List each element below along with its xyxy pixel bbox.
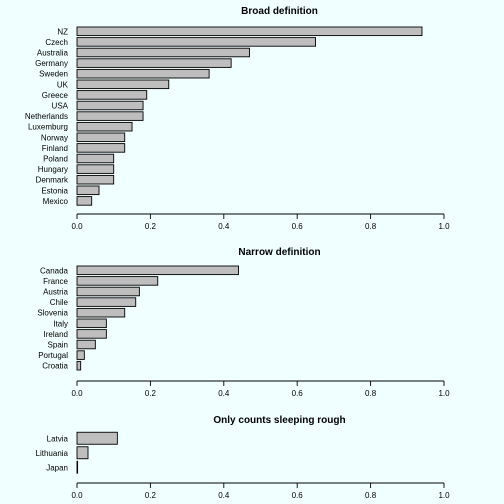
bar-chile [76,297,137,307]
category-label: Lithuania [36,449,69,458]
category-label: UK [57,80,69,89]
bar-latvia [76,431,118,445]
bar-usa [76,100,144,111]
chart-title: Broad definition [241,6,318,17]
bar-italy [76,318,107,329]
chart-title: Only counts sleeping rough [213,415,345,426]
category-label: Mexico [43,197,69,206]
x-tick-label: 0.6 [292,222,304,231]
x-tick-label: 1.0 [438,389,450,398]
category-label: Finland [42,144,68,153]
category-label: NZ [57,27,68,36]
bar-norway [76,132,126,143]
bar-uk [76,79,170,90]
x-tick-label: 0.8 [365,389,377,398]
bar-germany [76,58,232,68]
category-label: Czech [45,38,68,47]
bar-australia [76,47,250,58]
category-label: Italy [53,319,68,328]
category-label: Hungary [38,165,68,174]
x-tick-label: 0.4 [218,491,230,500]
category-label: Ireland [44,330,68,339]
bar-slovenia [76,307,126,318]
x-tick-label: 0.6 [292,389,304,398]
category-label: Croatia [42,362,68,371]
bar-lithuania [76,446,89,460]
category-label: Luxemburg [28,123,68,132]
category-label: Greece [42,91,69,100]
category-label: Sweden [39,70,68,79]
x-tick-label: 1.0 [438,491,450,500]
category-label: Austria [43,288,68,297]
bar-austria [76,286,140,297]
bar-greece [76,90,148,100]
x-tick-label: 0.4 [218,222,230,231]
x-tick-label: 0.4 [218,389,230,398]
bar-czech [76,37,317,47]
bar-spain [76,339,96,350]
bar-finland [76,143,126,153]
chart-title: Narrow definition [238,247,320,258]
category-label: Netherlands [25,112,68,121]
category-label: USA [52,102,69,111]
x-tick-label: 0.8 [365,222,377,231]
category-label: Germany [35,59,68,68]
bar-sweden [76,68,210,79]
bar-denmark [76,174,115,185]
category-label: Estonia [41,186,68,195]
x-tick-label: 0.0 [71,491,83,500]
bar-japan [76,460,79,474]
category-label: Slovenia [37,309,68,318]
category-label: France [43,277,68,286]
bar-canada [76,265,239,276]
category-label: Canada [40,266,69,275]
bar-netherlands [76,111,144,121]
bar-estonia [76,185,100,196]
chart-panel-3: Only counts sleeping rough Latvia Lithuani… [36,415,451,500]
x-tick-label: 0.2 [145,222,157,231]
x-tick-label: 0.2 [145,491,157,500]
bar-ireland [76,329,107,339]
category-label: Portugal [38,351,68,360]
category-label: Chile [50,298,69,307]
bar-poland [76,153,115,164]
category-label: Norway [41,133,68,142]
category-label: Denmark [36,176,69,185]
bar-mexico [76,196,93,206]
bar-croatia [76,360,82,371]
x-tick-label: 0.0 [71,222,83,231]
x-tick-label: 0.2 [145,389,157,398]
bar-france [76,276,159,286]
chart-panel-2: Narrow definition Canada France AustriaChil… [37,247,450,398]
x-tick-label: 0.8 [365,491,377,500]
bar-nz [76,26,423,37]
category-label: Latvia [47,434,69,443]
category-label: Spain [48,341,68,350]
category-label: Japan [46,463,68,472]
x-tick-label: 1.0 [438,222,450,231]
x-tick-label: 0.0 [71,389,83,398]
x-tick-label: 0.6 [292,491,304,500]
category-label: Poland [43,155,68,164]
category-label: Australia [37,49,69,58]
bar-hungary [76,164,115,174]
bar-luxemburg [76,121,133,132]
bar-portugal [76,350,85,360]
